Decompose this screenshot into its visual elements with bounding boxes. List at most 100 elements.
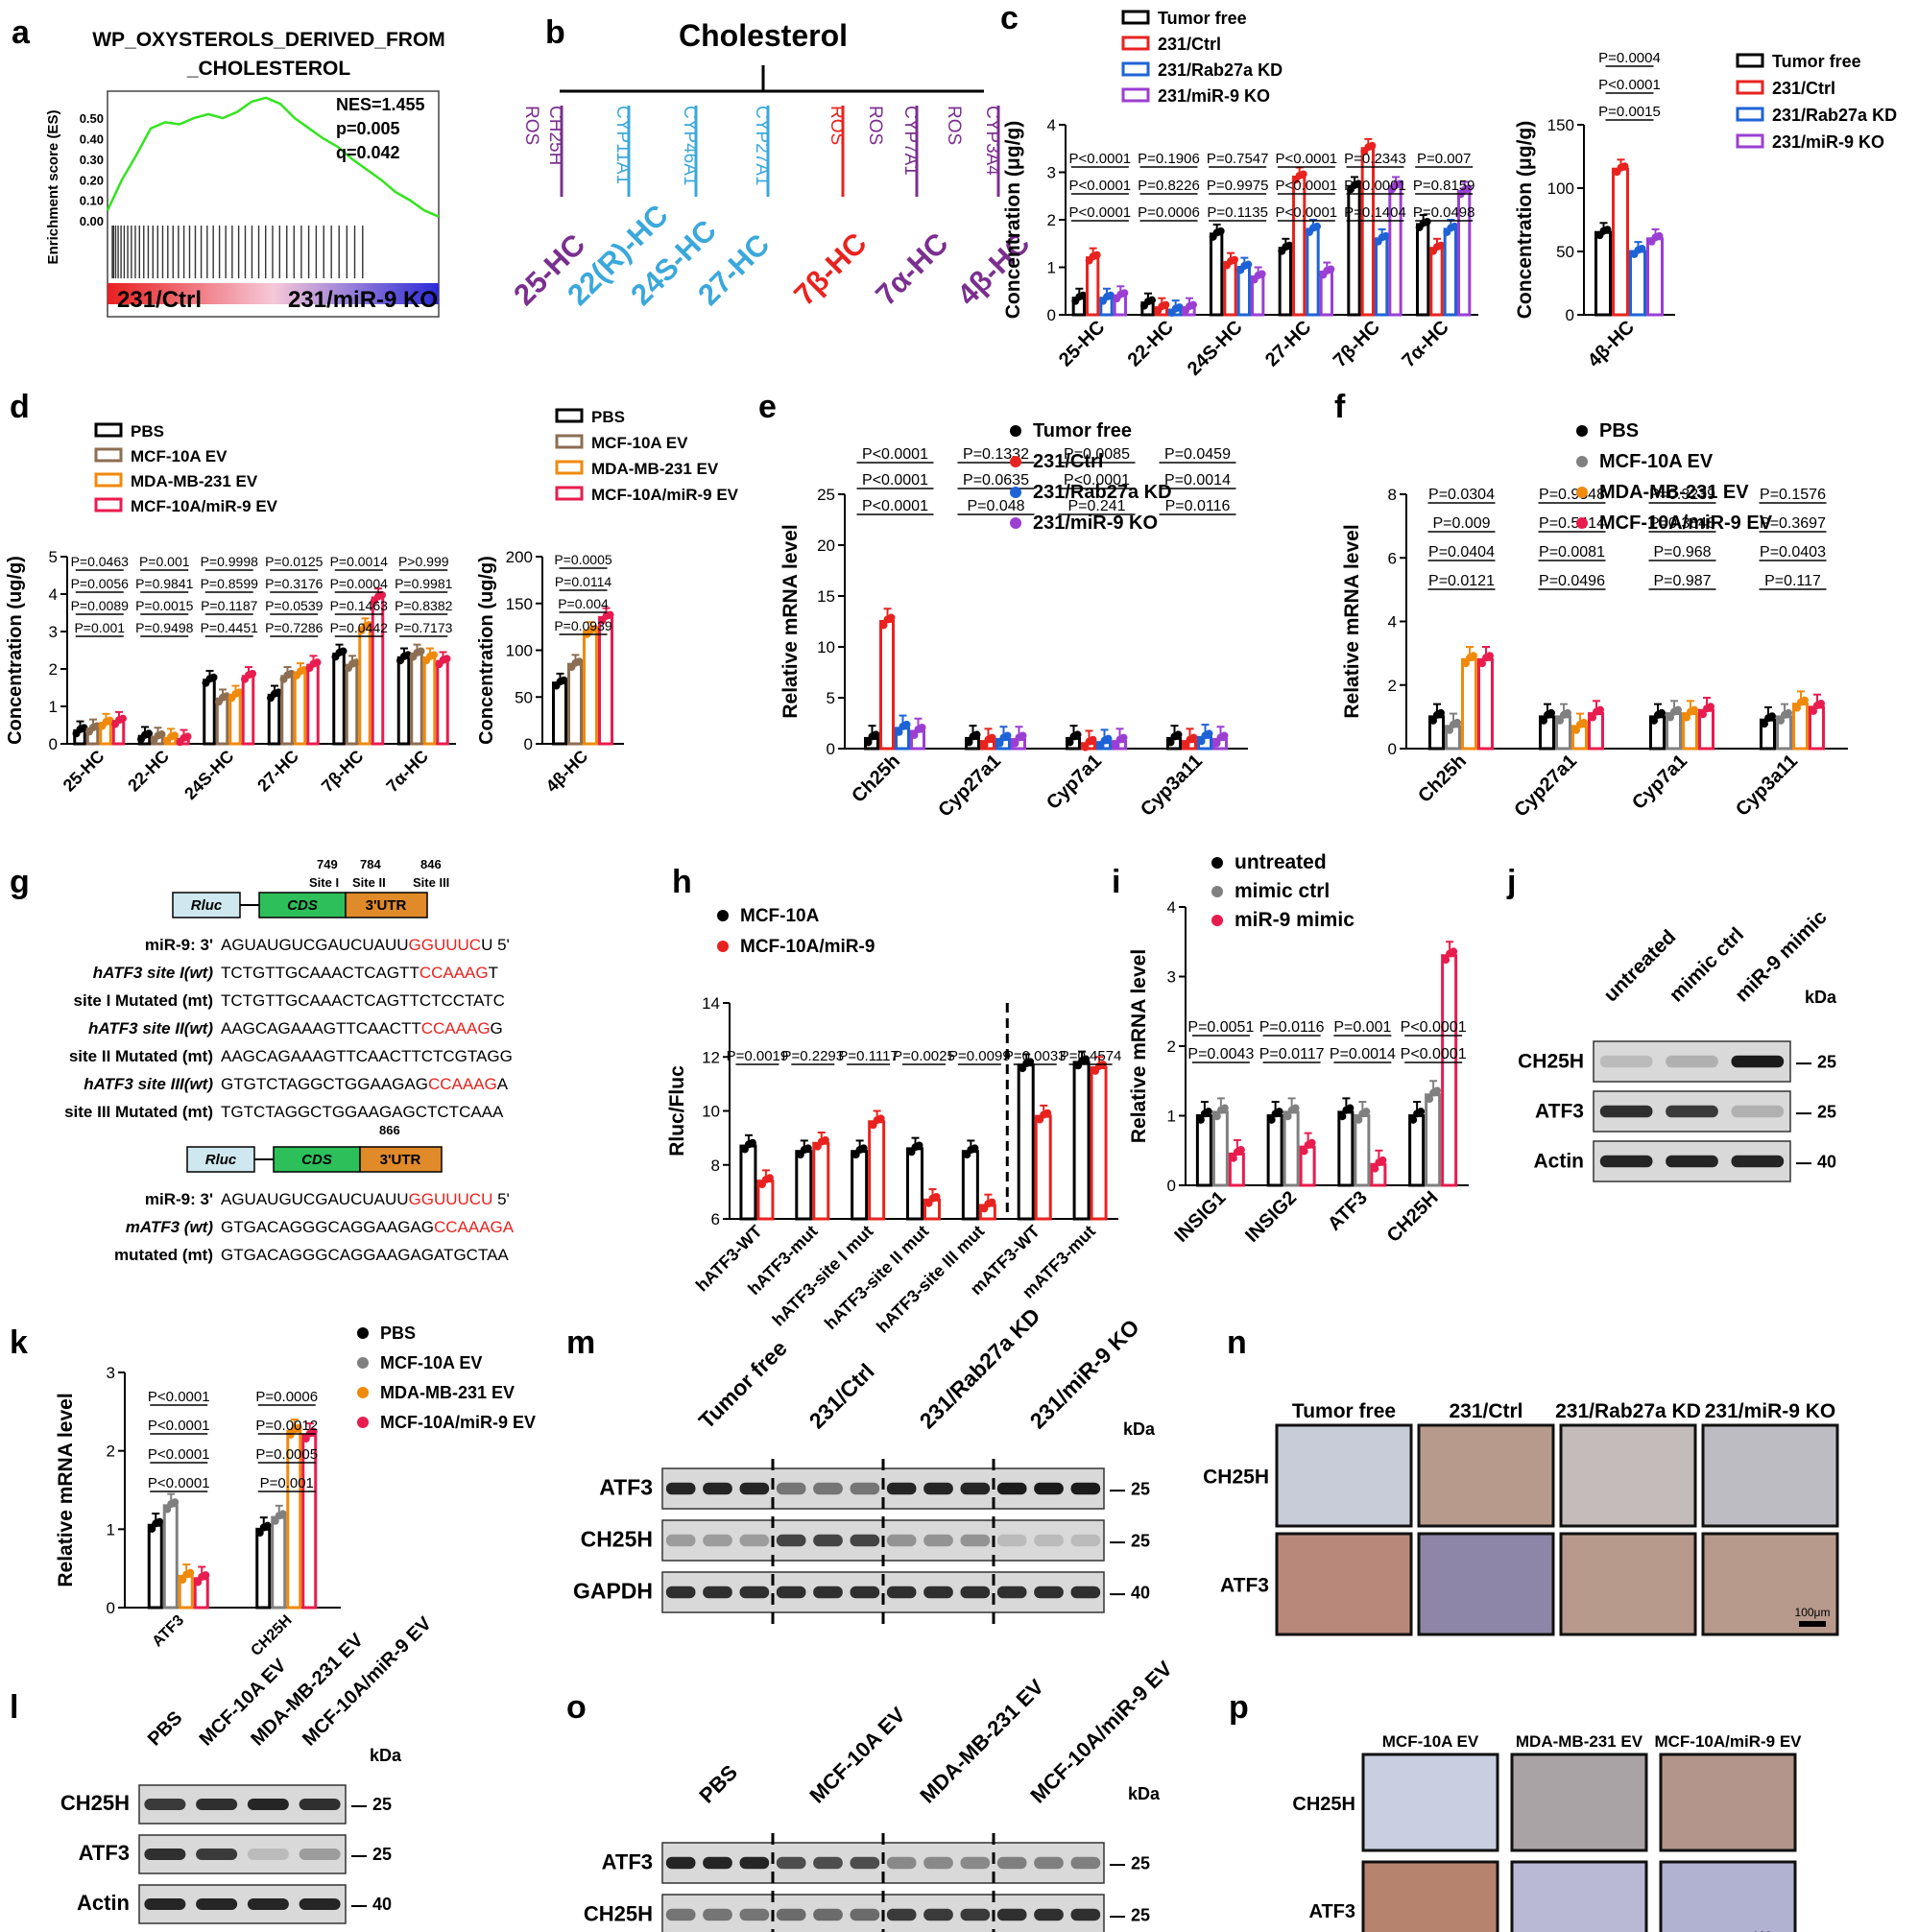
site-name: Site III xyxy=(413,875,449,890)
y-tick-label: 10 xyxy=(817,638,835,656)
bar xyxy=(1477,657,1494,751)
p-value-label: P=0.1463 xyxy=(330,598,389,613)
x-tick-label: INSIG1 xyxy=(1170,1187,1230,1247)
bar xyxy=(583,630,598,746)
ihc-grid-n: Tumor free 231/Ctrl 231/Rab27a KD 231/miR-9… xyxy=(1203,1400,1839,1636)
protein-band xyxy=(703,1534,732,1547)
protein-band xyxy=(813,1908,843,1921)
protein-band xyxy=(1599,1105,1653,1118)
site-name: Site I xyxy=(309,875,339,890)
x-tick-label: 4β-HC xyxy=(542,747,592,797)
chart-d: 0 1 2 3 4 5 Concentration (ug/g) 25-HC 22-HC 24S-… xyxy=(5,548,456,803)
p-value-label: P=0.0014 xyxy=(1164,472,1231,489)
p-value-label: P=0.7173 xyxy=(395,620,453,635)
legend-label: MDA-MB-231 EV xyxy=(131,472,258,490)
data-point xyxy=(876,1114,885,1123)
ihc-image xyxy=(1510,1753,1648,1852)
marker-label: 40 xyxy=(1131,1583,1150,1602)
data-point xyxy=(1437,708,1445,717)
p-value-label: P=0.0459 xyxy=(1164,446,1231,463)
data-point xyxy=(1638,245,1646,253)
p-value-label: P=0.0085 xyxy=(1064,446,1130,463)
data-point xyxy=(1229,1154,1237,1162)
protein-band xyxy=(996,1534,1027,1547)
protein-band xyxy=(850,1534,880,1547)
data-point xyxy=(895,727,903,736)
ihc-row-label: ATF3 xyxy=(1220,1575,1269,1597)
panel-letter-m: m xyxy=(566,1324,595,1361)
p-value-label: P=0.0025 xyxy=(893,1048,955,1064)
y-tick-label: 0 xyxy=(107,1599,115,1617)
data-point xyxy=(915,1141,923,1150)
legend-label: Tumor free xyxy=(1158,9,1247,28)
bar xyxy=(162,1504,179,1610)
bar xyxy=(1292,175,1307,317)
legend-label: MCF-10A EV xyxy=(131,447,228,465)
data-point xyxy=(1658,708,1666,717)
y-tick-label: 4 xyxy=(1167,898,1176,917)
legend-swatch xyxy=(1211,857,1223,869)
ihc-image xyxy=(1659,1753,1797,1852)
data-point xyxy=(1793,704,1801,712)
y-tick-label: 6 xyxy=(1388,549,1397,567)
y-tick-label: 5 xyxy=(49,548,58,566)
bar xyxy=(1278,247,1292,317)
bar xyxy=(1337,1110,1355,1187)
legend-swatch xyxy=(1736,133,1764,149)
legend-label: PBS xyxy=(131,422,164,441)
legend-swatch xyxy=(94,422,123,438)
p-value-label: P=0.048 xyxy=(967,498,1024,514)
data-point xyxy=(1801,696,1809,704)
y-tick-label: 0 xyxy=(1388,740,1397,758)
data-point xyxy=(235,688,244,697)
y-axis-label: Relative mRNA level xyxy=(1128,949,1150,1143)
panel-letter-k: k xyxy=(10,1324,28,1361)
data-point xyxy=(202,1571,210,1580)
y-tick-label: 1 xyxy=(1167,1108,1176,1126)
site-name: Site II xyxy=(352,875,386,890)
y-tick-label: 4 xyxy=(1388,613,1397,632)
protein-band xyxy=(299,1799,341,1810)
legend-swatch xyxy=(1211,886,1223,897)
data-point xyxy=(1196,1115,1205,1124)
p-value-label: P<0.0001 xyxy=(862,472,928,489)
y-tick-label: 14 xyxy=(702,994,720,1013)
data-point xyxy=(1666,713,1674,722)
data-point xyxy=(171,1498,180,1507)
data-point xyxy=(1299,170,1307,179)
data-point xyxy=(1426,1095,1434,1104)
bar xyxy=(812,1141,830,1221)
legend-swatch xyxy=(1576,456,1588,467)
y-axis-label: Concentration (ug/g) xyxy=(476,556,497,745)
marker-label: 25 xyxy=(1817,1102,1836,1121)
p-value-label: P=0.0015 xyxy=(135,598,194,613)
p-value-label: P=0.0015 xyxy=(1598,104,1661,120)
p-value-label: P=0.1117 xyxy=(838,1048,898,1064)
p-value-label: P=0.5414 xyxy=(1539,515,1605,532)
data-point xyxy=(1313,222,1321,230)
y-tick-label: 2 xyxy=(1047,211,1056,229)
bar xyxy=(358,626,372,746)
cds-box xyxy=(258,892,347,918)
ihc-column-label: MDA-MB-231 EV xyxy=(1516,1732,1643,1751)
ihc-image xyxy=(1361,1753,1499,1852)
data-point xyxy=(157,730,166,739)
product-label: 7α-HC xyxy=(869,227,954,312)
y-tick-label: 3 xyxy=(107,1364,115,1382)
bar xyxy=(1090,1066,1108,1221)
data-point xyxy=(275,688,282,697)
data-point xyxy=(1043,1109,1052,1117)
data-point xyxy=(1019,731,1027,740)
data-point xyxy=(1081,743,1090,751)
data-point xyxy=(1429,716,1437,725)
p-value-label: P<0.0001 xyxy=(1069,178,1132,194)
protein-band xyxy=(144,1898,186,1910)
marker-label: 25 xyxy=(1131,1853,1150,1872)
y-tick-label: 50 xyxy=(515,688,533,706)
data-point xyxy=(1547,708,1555,717)
data-point xyxy=(1082,1055,1091,1063)
scale-label: 100μm xyxy=(1753,1929,1788,1932)
y-tick-label: 100 xyxy=(1547,179,1574,198)
p-value-label: P=0.8599 xyxy=(201,576,259,591)
